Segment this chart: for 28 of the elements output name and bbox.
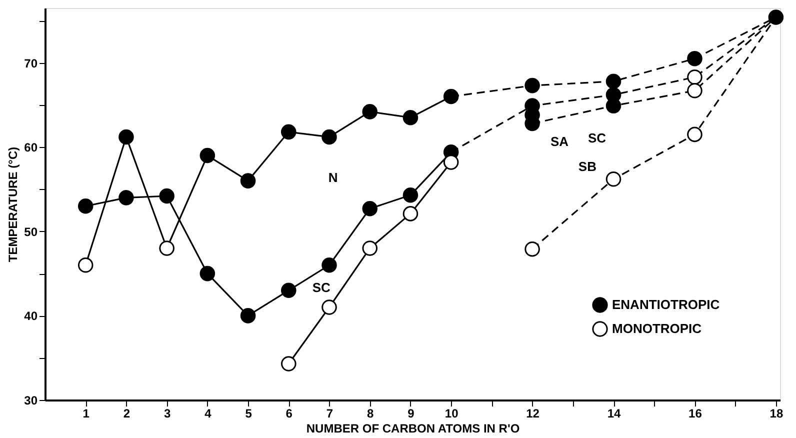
- y-tick-label: 40: [24, 309, 38, 324]
- annotation: SC: [312, 280, 331, 295]
- y-tick-label: 50: [24, 224, 38, 239]
- x-tick-label: 18: [770, 406, 784, 420]
- x-tick-label: 1: [82, 406, 90, 420]
- x-tick-label: 10: [444, 406, 459, 420]
- x-tick-label: 3: [164, 406, 171, 420]
- y-axis-title: TEMPERATURE (°C): [6, 146, 20, 262]
- y-tick-label: 60: [24, 140, 38, 155]
- x-tick-label: 14: [607, 406, 621, 420]
- x-tick-label: 7: [326, 406, 334, 420]
- y-tick-label: 70: [24, 56, 38, 70]
- x-axis-title: NUMBER OF CARBON ATOMS IN R'O: [306, 422, 520, 436]
- legend-label: ENANTIOTROPIC: [612, 297, 720, 312]
- x-tick-label: 2: [123, 406, 130, 420]
- x-tick-label: 5: [245, 406, 252, 420]
- x-tick-label: 4: [204, 406, 212, 420]
- x-tick-label: 8: [367, 406, 374, 420]
- x-tick-label: 6: [286, 406, 293, 420]
- annotation: SC: [588, 130, 607, 146]
- y-tick-label: 30: [24, 394, 38, 408]
- annotation: SA: [550, 134, 570, 150]
- x-tick-label: 12: [526, 406, 540, 420]
- annotation: N: [328, 170, 338, 186]
- annotation: SB: [578, 159, 596, 174]
- x-tick-label: 9: [408, 406, 415, 420]
- legend-label: MONOTROPIC: [612, 321, 702, 336]
- x-tick-label: 16: [688, 406, 702, 420]
